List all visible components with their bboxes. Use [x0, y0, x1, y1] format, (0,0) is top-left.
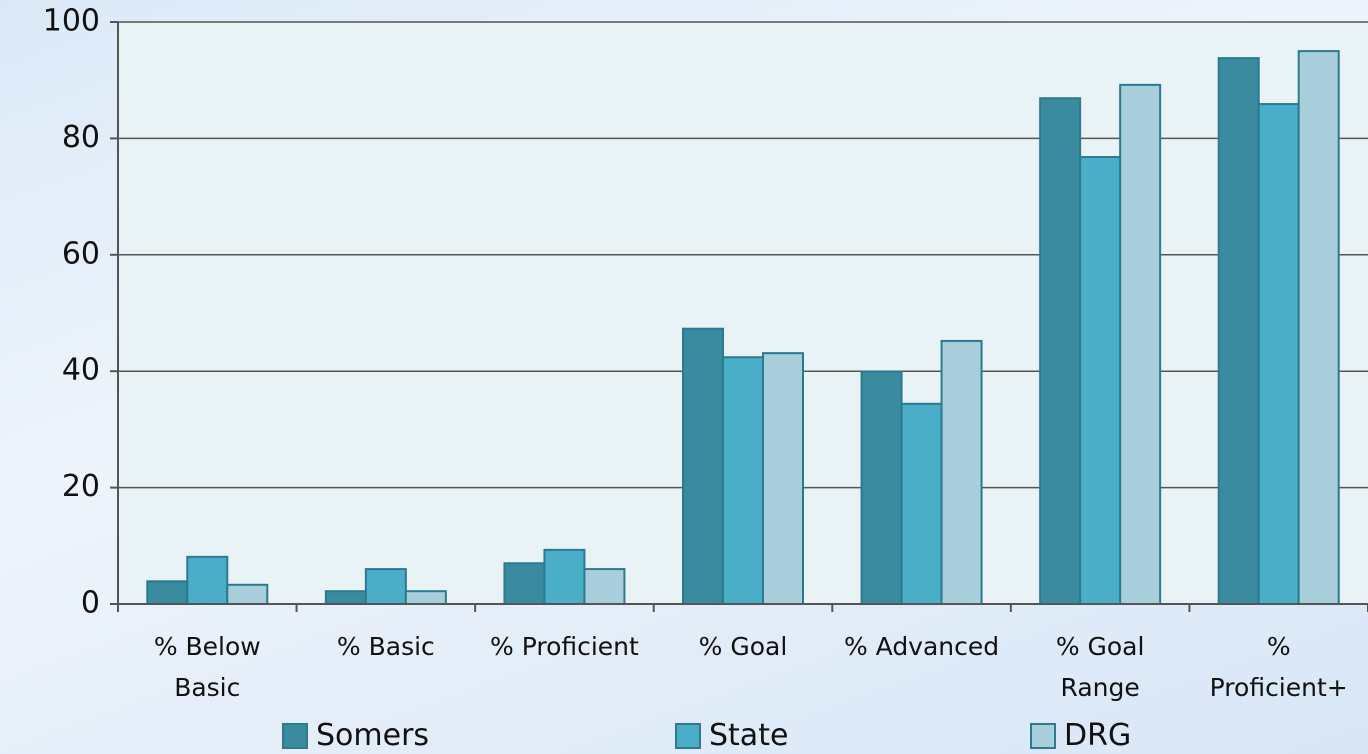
legend-item: DRG	[1030, 718, 1131, 753]
bar	[1119, 83, 1162, 605]
bar	[1217, 57, 1260, 606]
bar	[1039, 97, 1082, 605]
y-tick-label: 60	[62, 236, 100, 271]
x-tick-label: % Proficient	[490, 632, 639, 661]
legend-item: State	[675, 718, 788, 753]
bar	[583, 568, 626, 606]
bar	[860, 370, 903, 606]
bar	[226, 583, 269, 606]
y-tick-label: 40	[62, 353, 100, 388]
bar	[503, 562, 546, 606]
bar	[1079, 156, 1122, 606]
bar	[1257, 103, 1300, 605]
x-tick-label: % Basic	[336, 632, 435, 661]
legend-swatch	[282, 722, 308, 749]
x-tick-label: % Advanced	[843, 632, 1000, 661]
bar	[543, 548, 586, 606]
y-tick-label: 100	[43, 4, 100, 39]
legend-label: Somers	[316, 718, 430, 753]
bar	[762, 352, 804, 605]
legend-swatch	[675, 722, 701, 749]
bar	[364, 568, 407, 606]
bar	[404, 590, 447, 605]
bar	[146, 580, 189, 606]
y-tick-label: 20	[62, 469, 100, 504]
bar	[1297, 50, 1340, 606]
x-tick-label: % Proficient+	[1209, 632, 1348, 702]
bar	[900, 402, 943, 605]
y-tick-label: 0	[81, 586, 100, 621]
bar	[682, 327, 724, 605]
bar	[722, 356, 764, 605]
bar	[940, 339, 983, 605]
x-tick-label: % Goal Range	[1055, 632, 1145, 702]
legend-label: State	[709, 718, 789, 753]
bar	[186, 555, 229, 605]
x-tick-label: % Below Basic	[153, 632, 261, 702]
x-tick-label: % Goal	[698, 632, 788, 661]
legend-item: Somers	[282, 718, 429, 753]
legend-label: DRG	[1064, 718, 1132, 753]
bar	[324, 590, 367, 605]
legend-swatch	[1030, 722, 1056, 749]
y-tick-label: 80	[62, 120, 100, 155]
